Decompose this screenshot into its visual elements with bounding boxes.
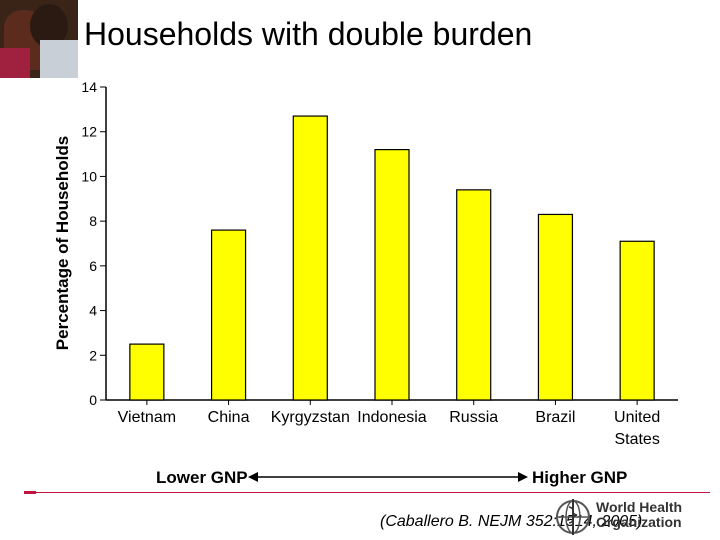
y-tick-label: 6	[89, 258, 97, 274]
gnp-annotation: Lower GNP Higher GNP	[156, 468, 627, 487]
bar-vietnam	[129, 343, 165, 401]
bar-kyrgyzstan	[292, 115, 328, 401]
y-tick-label: 8	[89, 213, 97, 229]
bar-indonesia	[374, 149, 410, 401]
bar-china	[210, 229, 247, 401]
x-tick-label: Kyrgyzstan	[271, 409, 350, 426]
children-photo	[0, 0, 78, 78]
y-tick-label: 14	[81, 79, 97, 95]
who-logo-line1: World Health	[596, 499, 683, 515]
slide-title: Households with double burden	[84, 16, 533, 52]
y-tick-label: 10	[81, 168, 97, 184]
higher-gnp-label: Higher GNP	[532, 468, 627, 487]
x-tick-label: China	[208, 409, 250, 426]
y-tick-label: 12	[81, 124, 97, 140]
who-logo-line2: Organization	[596, 514, 682, 530]
bar-russia	[456, 189, 492, 401]
y-tick-label: 4	[89, 303, 97, 319]
lower-gnp-label: Lower GNP	[156, 468, 248, 487]
x-tick-label: Vietnam	[118, 409, 176, 426]
x-tick-label: Indonesia	[357, 409, 426, 426]
x-tick-label: Russia	[449, 409, 498, 426]
x-tick-label: United	[614, 409, 660, 426]
who-logo-text: World Health Organization	[596, 500, 682, 530]
who-emblem-icon	[556, 499, 590, 535]
footer-rule	[26, 492, 710, 493]
x-tick-label: States	[614, 431, 659, 448]
bar-brazil	[537, 213, 574, 401]
y-axis-title: Percentage of Households	[53, 136, 72, 350]
gnp-arrow-left-head	[248, 472, 258, 482]
y-tick-label: 2	[89, 347, 97, 363]
y-tick-label: 0	[89, 392, 97, 408]
gnp-arrow-right-head	[518, 472, 528, 482]
bar-united-states	[619, 240, 655, 401]
x-tick-label: Brazil	[535, 409, 575, 426]
